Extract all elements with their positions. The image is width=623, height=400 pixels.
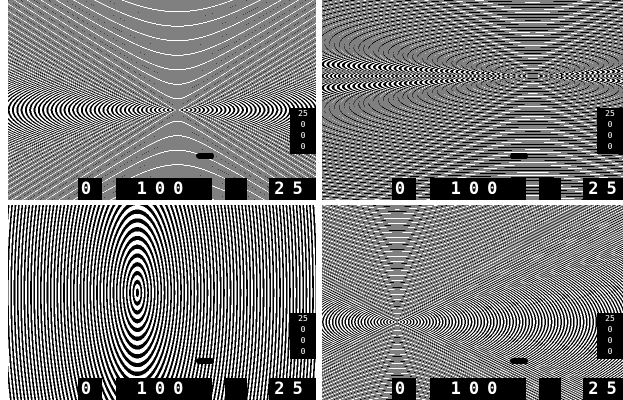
side-value: 25: [298, 109, 308, 118]
side-value: 0: [607, 120, 613, 129]
hud-right: 25: [583, 378, 623, 400]
side-value: 0: [607, 142, 613, 151]
game-view: 0 100 25 25 0 0 0: [8, 0, 316, 200]
game-view: 0 100 25 25 0 0 0: [8, 205, 316, 400]
side-panel: 25 0 0 0: [597, 108, 623, 154]
hud-block: [225, 378, 247, 400]
side-value: 25: [605, 109, 615, 118]
side-value: 0: [300, 131, 306, 140]
hud-left: 0: [78, 378, 102, 400]
player-ship: [510, 358, 528, 364]
side-value: 0: [300, 120, 306, 129]
hud-middle: 100: [430, 378, 526, 400]
hud-middle: 100: [116, 378, 212, 400]
side-panel: 25 0 0 0: [597, 313, 623, 359]
player-ship: [510, 153, 528, 159]
hud-block: [539, 378, 561, 400]
side-panel: 25 0 0 0: [290, 108, 316, 154]
hud-block: [225, 178, 247, 200]
game-view: 0 100 25 25 0 0 0: [322, 205, 623, 400]
side-value: 0: [607, 336, 613, 345]
hud-block: [539, 178, 561, 200]
hud-right: 25: [269, 378, 316, 400]
player-ship: [196, 153, 214, 159]
side-value: 0: [607, 347, 613, 356]
side-value: 0: [300, 142, 306, 151]
hud-left: 0: [392, 378, 416, 400]
game-view: 0 100 25 25 0 0 0: [322, 0, 623, 200]
hud-middle: 100: [430, 178, 526, 200]
side-value: 0: [300, 325, 306, 334]
hud-middle: 100: [116, 178, 212, 200]
side-value: 0: [607, 131, 613, 140]
side-value: 0: [607, 325, 613, 334]
side-panel: 25 0 0 0: [290, 313, 316, 359]
side-value: 25: [605, 314, 615, 323]
side-value: 0: [300, 336, 306, 345]
hud-left: 0: [78, 178, 102, 200]
side-value: 25: [298, 314, 308, 323]
side-value: 0: [300, 347, 306, 356]
hud-left: 0: [392, 178, 416, 200]
hud-right: 25: [269, 178, 316, 200]
hud-right: 25: [583, 178, 623, 200]
player-ship: [196, 358, 214, 364]
